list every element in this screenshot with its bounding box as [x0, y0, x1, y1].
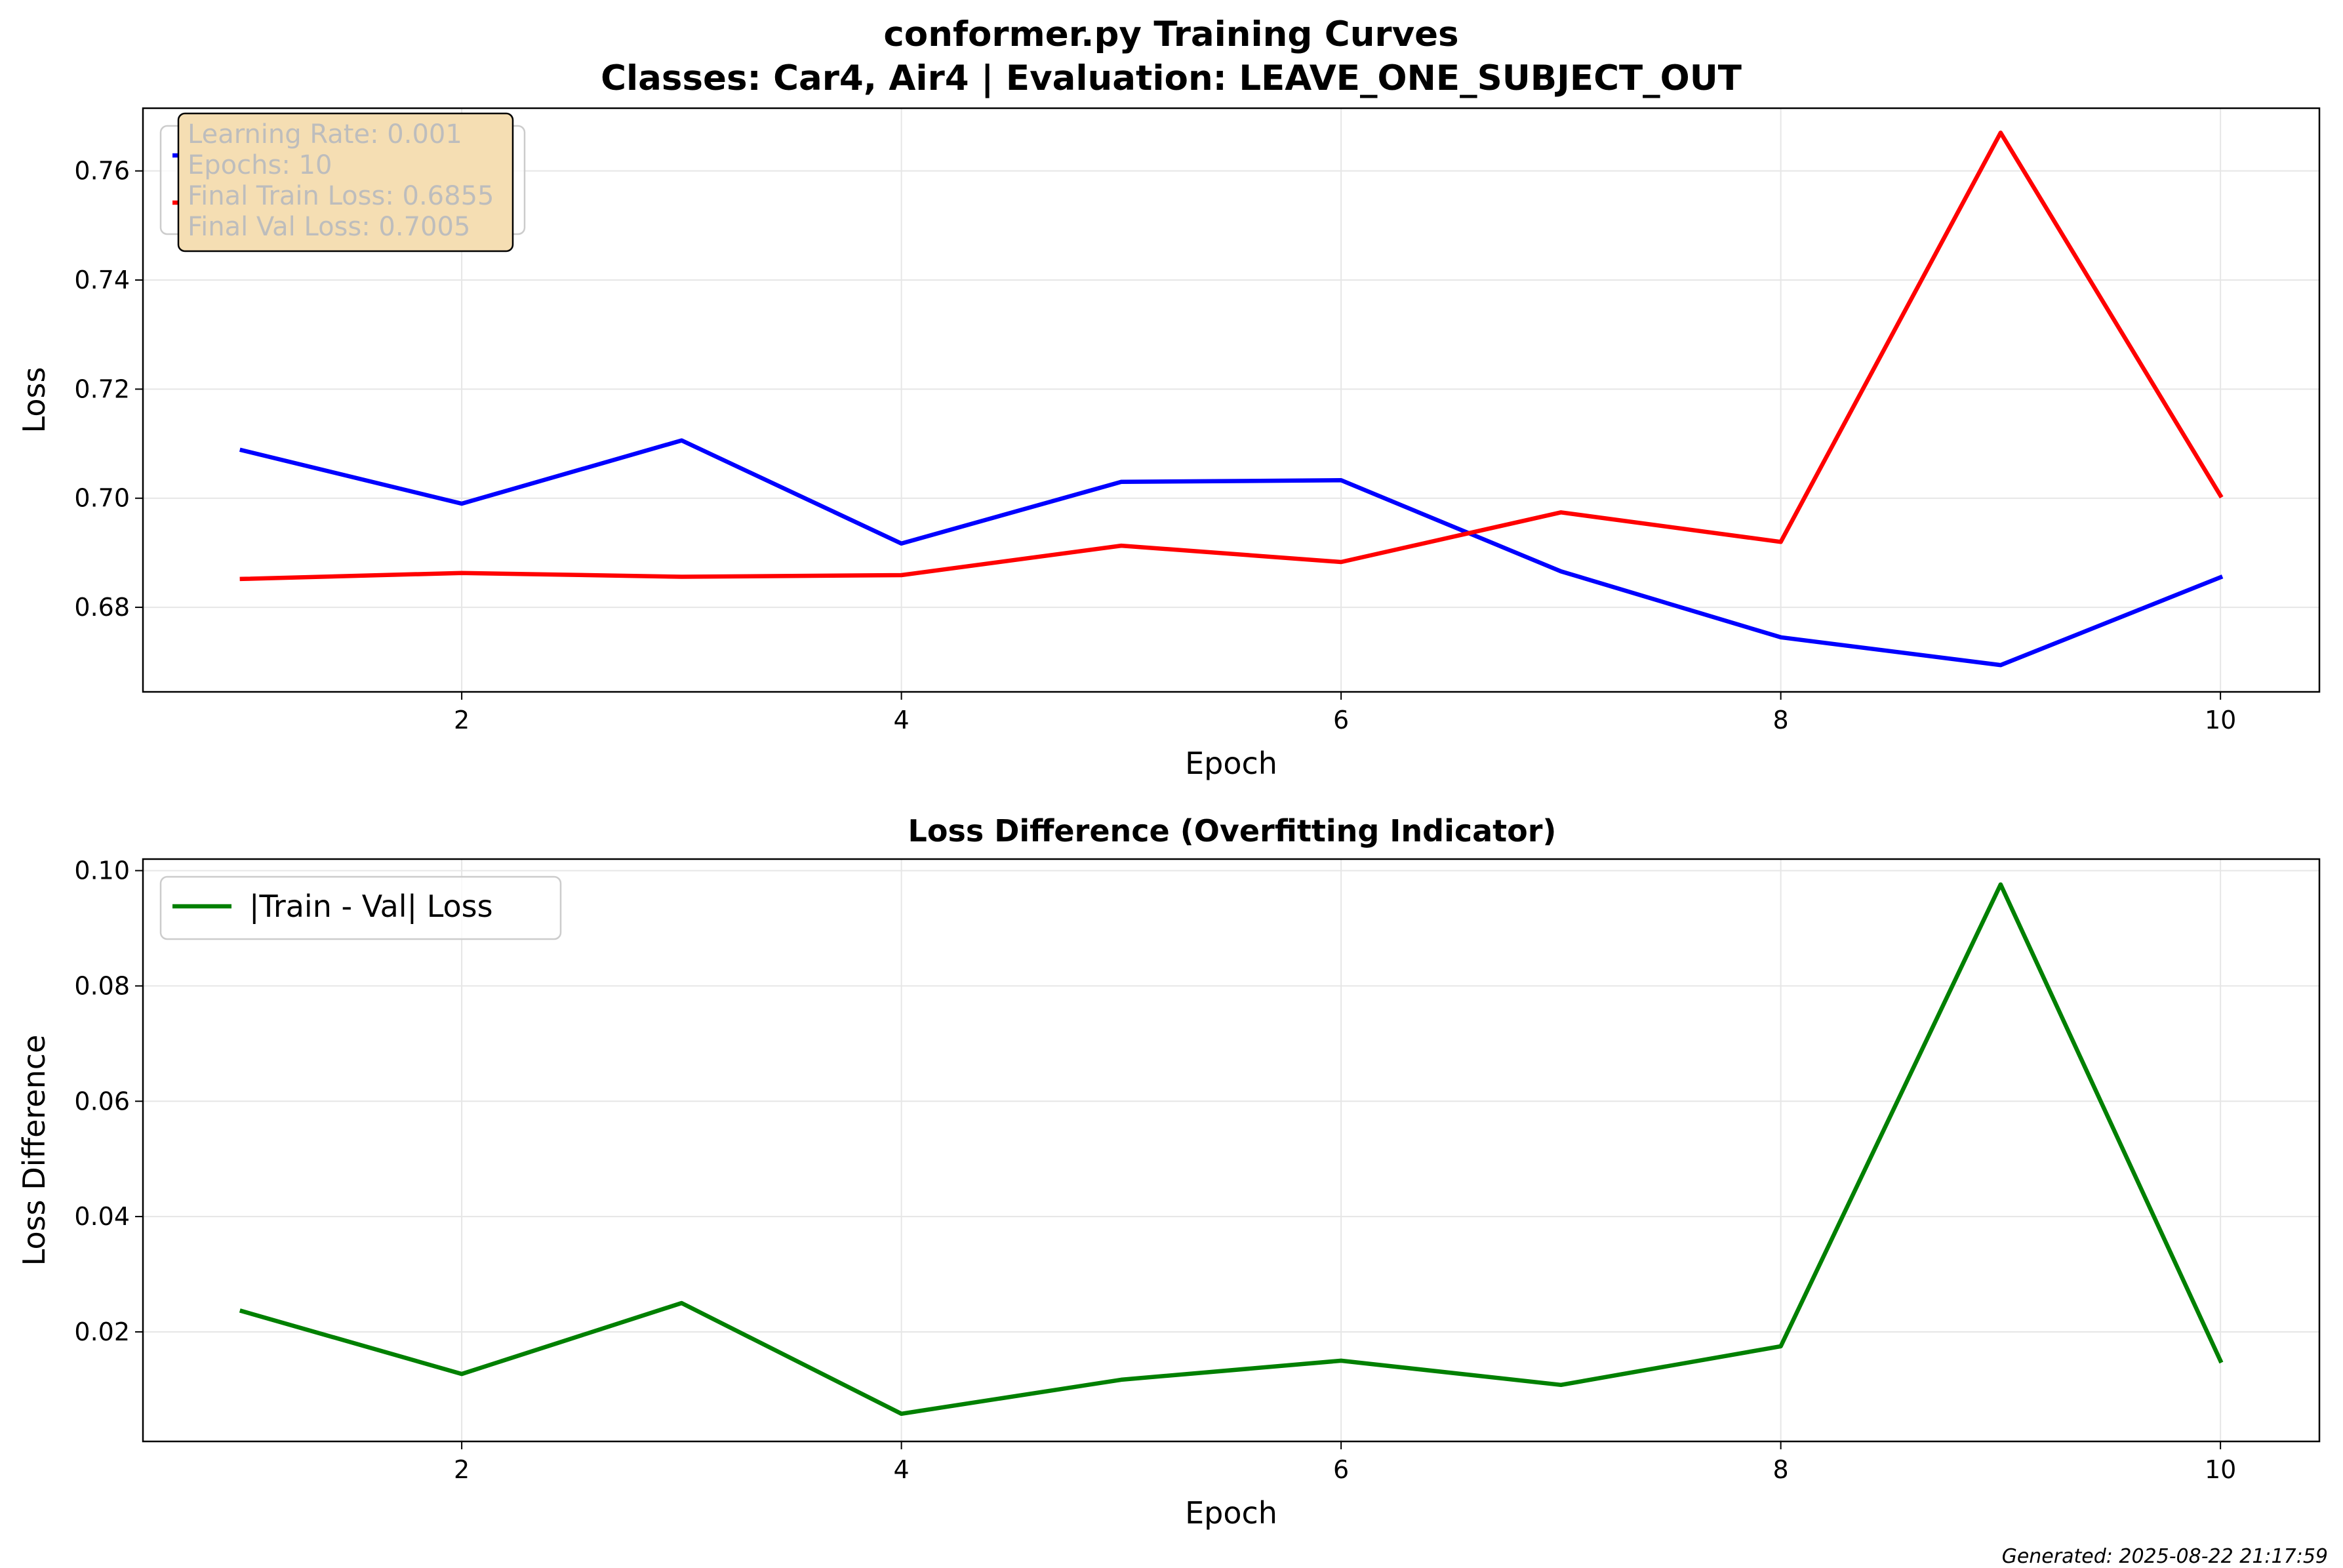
y-tick-label: 0.76 — [74, 157, 130, 186]
x-tick-label: 8 — [1773, 706, 1789, 734]
x-tick-label: 4 — [894, 706, 910, 734]
series-line-train-val-loss — [239, 882, 2224, 1417]
loss-difference-legend: |Train - Val| Loss — [159, 875, 562, 940]
series-line-training-loss — [239, 438, 2224, 668]
loss-plot-ylabel: Loss — [16, 367, 52, 433]
x-tick-label: 10 — [2205, 1455, 2236, 1484]
info-epochs: Epochs: 10 — [188, 150, 332, 180]
info-learning-rate: Learning Rate: 0.001 — [188, 119, 462, 150]
figure-title-line2: Classes: Car4, Air4 | Evaluation: LEAVE_… — [601, 58, 1742, 98]
figure-title-line1: conformer.py Training Curves — [883, 14, 1458, 54]
loss-difference-lines — [239, 882, 2224, 1417]
y-tick-label: 0.04 — [74, 1202, 130, 1231]
y-tick-label: 0.02 — [74, 1317, 130, 1346]
loss-difference-plot: Loss Difference (Overfitting Indicator) … — [16, 813, 2321, 1531]
y-tick-label: 0.10 — [74, 856, 130, 885]
loss-difference-grid — [143, 859, 2319, 1441]
legend-frame — [159, 875, 562, 940]
generated-timestamp: Generated: 2025-08-22 21:17:59 — [2002, 1545, 2328, 1568]
info-box-background — [177, 112, 514, 252]
loss-difference-title: Loss Difference (Overfitting Indicator) — [908, 813, 1557, 849]
training-info-box: Learning Rate: 0.001 Epochs: 10 Final Tr… — [177, 112, 514, 252]
x-tick-label: 6 — [1333, 706, 1349, 734]
loss-difference-ticks: 2 4 6 8 10 0.02 0.04 0.06 0.08 0.10 — [74, 856, 2236, 1484]
loss-plot-grid — [143, 108, 2319, 692]
loss-plot-lines — [239, 131, 2224, 668]
loss-difference-frame — [142, 858, 2321, 1443]
loss-difference-ylabel: Loss Difference — [16, 1035, 52, 1266]
loss-difference-xlabel: Epoch — [1185, 1495, 1277, 1531]
x-tick-label: 10 — [2205, 706, 2236, 734]
x-tick-label: 8 — [1773, 1455, 1789, 1484]
x-tick-label: 6 — [1333, 1455, 1349, 1484]
y-tick-label: 0.68 — [74, 593, 130, 622]
x-tick-label: 2 — [454, 706, 470, 734]
y-tick-label: 0.74 — [74, 266, 130, 294]
loss-plot-frame — [142, 107, 2321, 693]
y-tick-label: 0.06 — [74, 1087, 130, 1116]
y-tick-label: 0.08 — [74, 971, 130, 1000]
loss-plot-ticks: 2 4 6 8 10 0.68 0.70 0.72 0.74 0.76 — [74, 157, 2236, 734]
y-tick-label: 0.72 — [74, 374, 130, 403]
y-tick-label: 0.70 — [74, 484, 130, 513]
x-tick-label: 2 — [454, 1455, 470, 1484]
loss-plot-xlabel: Epoch — [1185, 746, 1277, 781]
series-line-validation-loss — [239, 131, 2224, 582]
legend-label: |Train - Val| Loss — [249, 889, 493, 925]
info-final-val-loss: Final Val Loss: 0.7005 — [188, 212, 470, 242]
x-tick-label: 4 — [894, 1455, 910, 1484]
info-final-train-loss: Final Train Loss: 0.6855 — [188, 181, 494, 211]
